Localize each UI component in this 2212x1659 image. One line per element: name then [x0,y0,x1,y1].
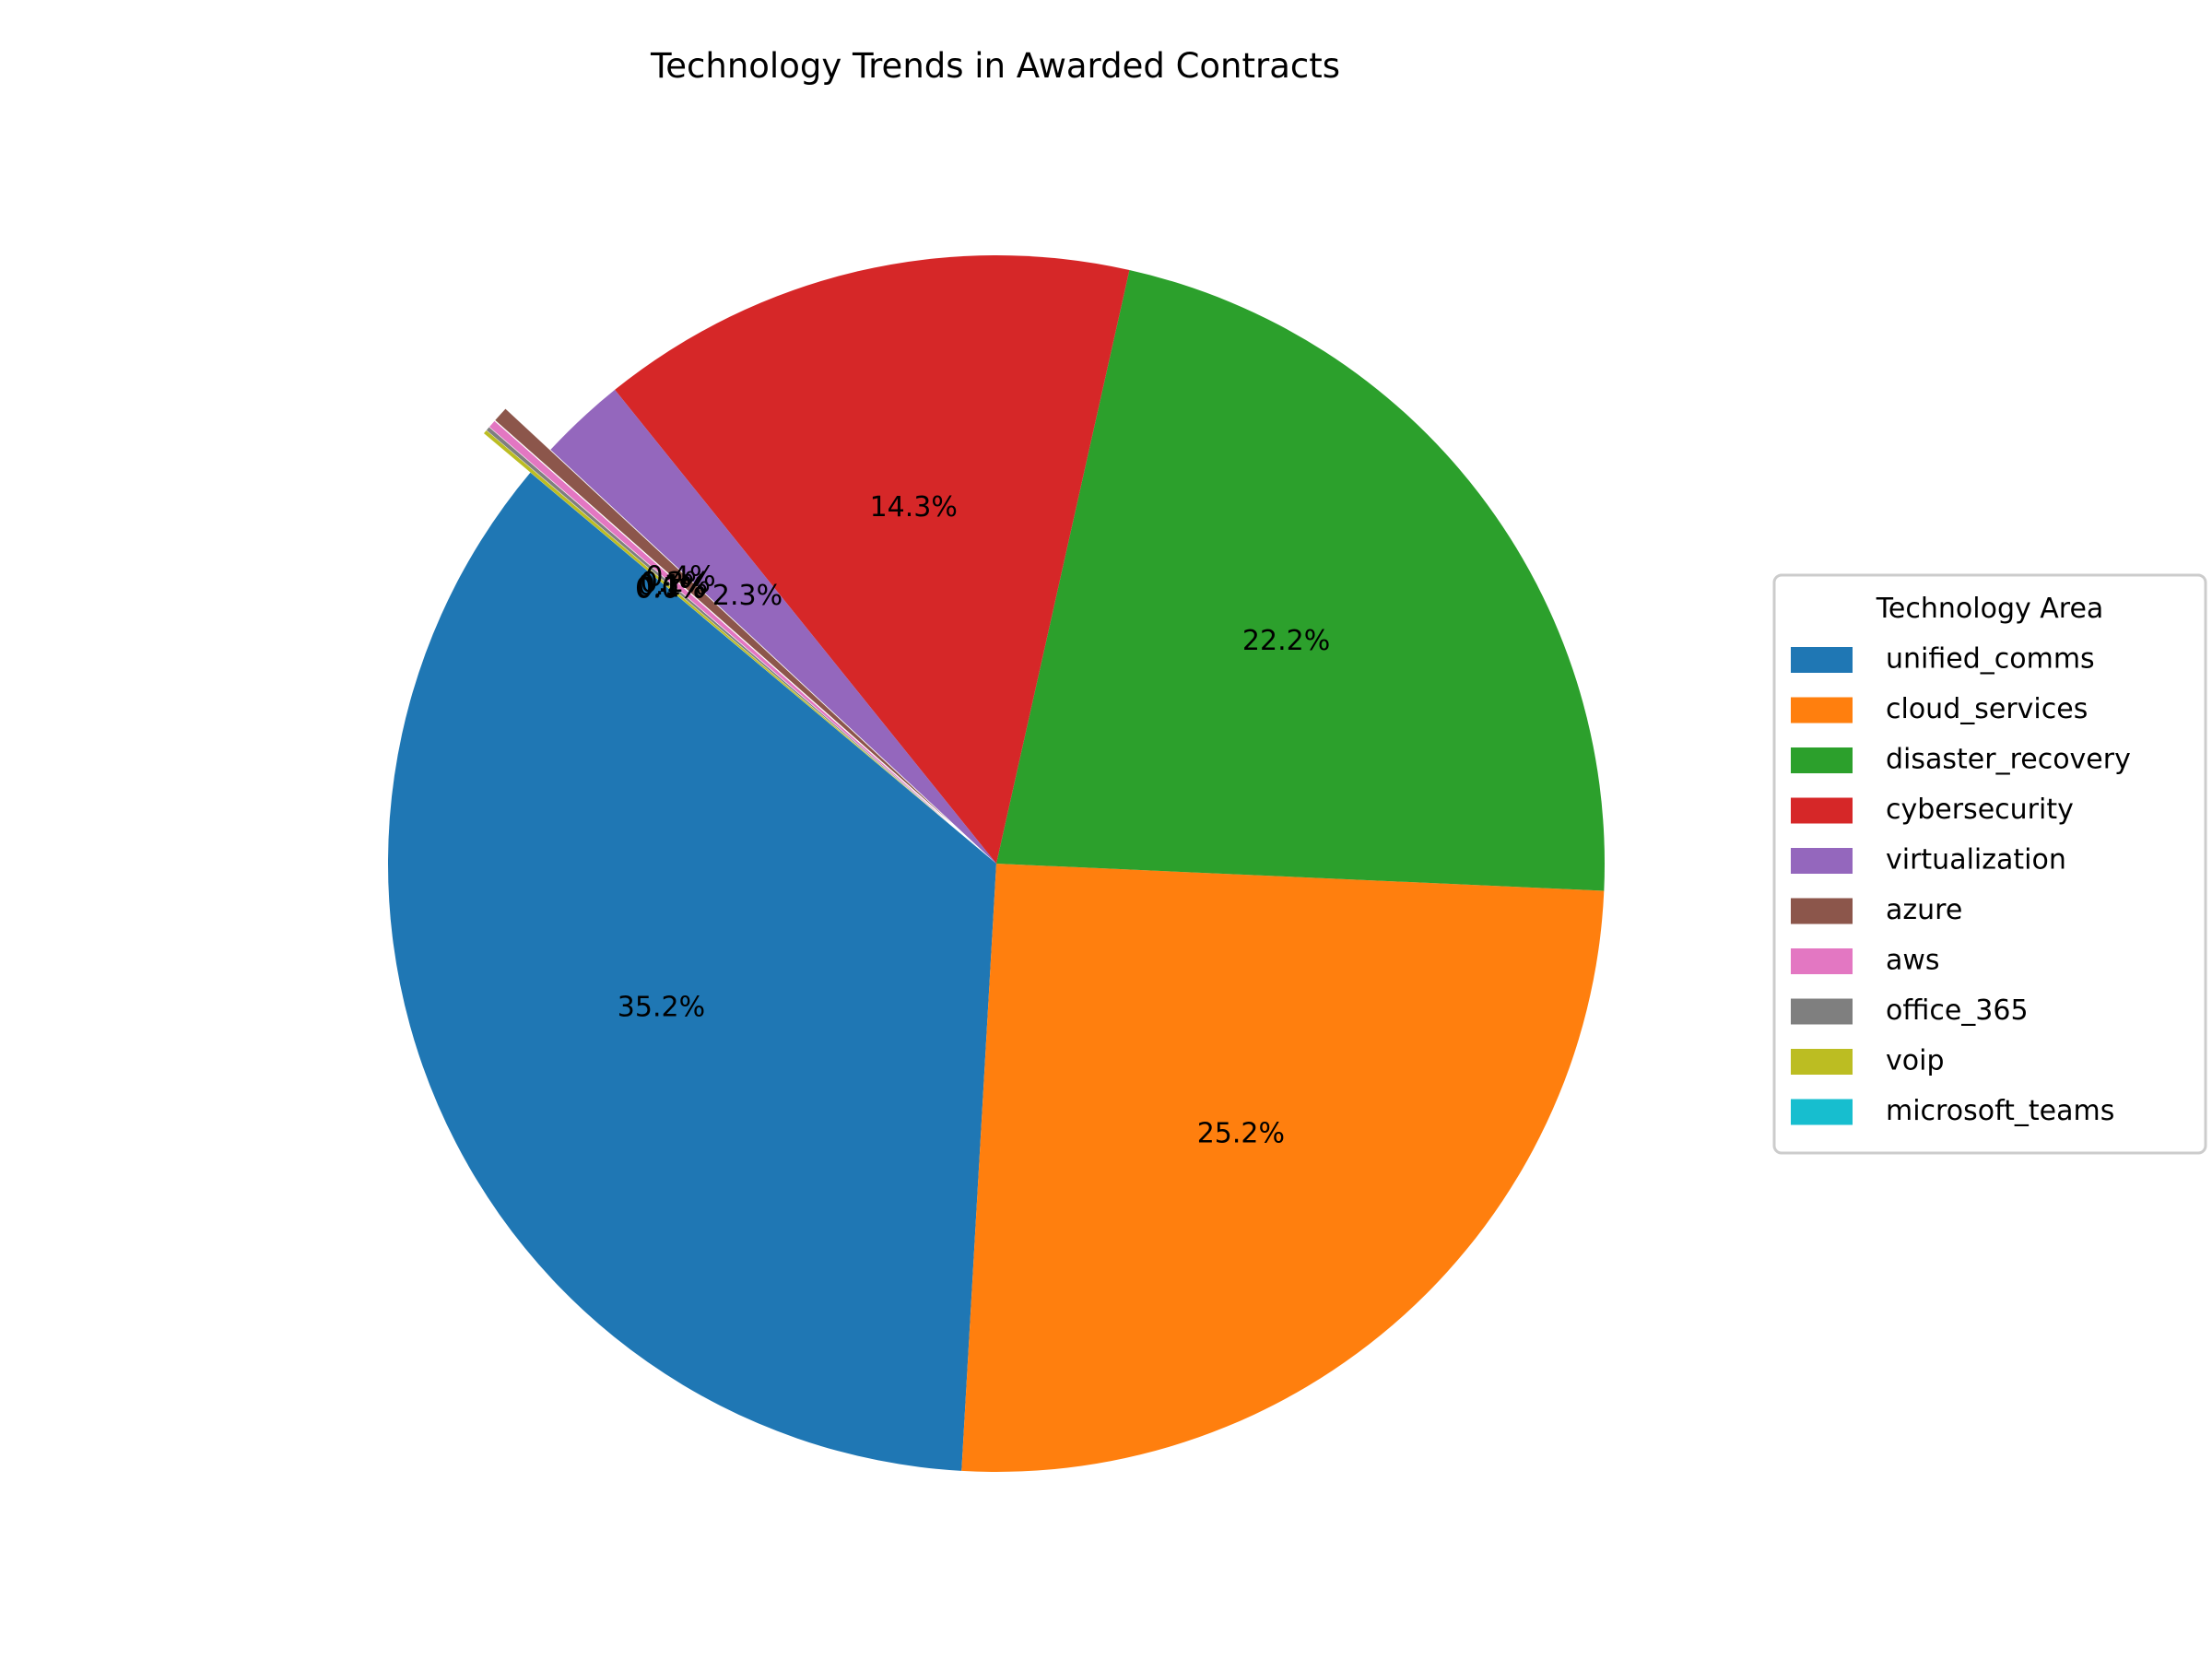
legend-swatch-voip [1791,1049,1853,1075]
legend-swatch-aws [1791,948,1853,974]
pie-slice-cybersecurity [615,255,1130,864]
legend-swatch-cloud-services [1791,697,1853,724]
pct-label-aws: 0.2% [641,567,711,599]
pie-slice-aws [489,420,951,824]
legend-label-cloud-services: cloud_services [1886,693,2088,725]
pct-label-cybersecurity: 14.3% [870,491,958,524]
pie-slice-disaster-recovery [996,269,1605,891]
legend-label-disaster-recovery: disaster_recovery [1886,744,2131,776]
legend-entry-cybersecurity: cybersecurity [1791,794,2074,826]
legend-swatch-office-365 [1791,998,1853,1025]
legend-entry-cloud-services: cloud_services [1791,693,2088,725]
legend-title: Technology Area [1876,593,2104,625]
legend-entry-aws: aws [1791,945,1940,977]
pie-slice-office-365 [486,427,950,825]
legend-swatch-disaster-recovery [1791,747,1853,773]
legend-entry-disaster-recovery: disaster_recovery [1791,744,2131,776]
legend-swatch-cybersecurity [1791,797,1853,824]
pct-label-disaster-recovery: 22.2% [1242,625,1330,657]
pie-slice-virtualization [550,389,996,864]
legend-entry-unified-comms: unified_comms [1791,643,2095,676]
legend-label-voip: voip [1886,1045,1945,1077]
legend: Technology Area unified_comms cloud_servi… [1772,573,2207,1155]
legend-swatch-unified-comms [1791,647,1853,673]
legend-frame [1772,573,2207,1155]
pct-label-office-365: 0.1% [638,570,708,602]
pct-label-azure: 0.4% [645,560,715,593]
pct-label-microsoft-teams: 0.0% [635,573,705,606]
pie-slice-cloud-services [961,864,1605,1473]
pie-slice-voip [483,430,950,825]
legend-label-aws: aws [1886,945,1940,977]
legend-swatch-microsoft-teams [1791,1099,1853,1125]
legend-label-azure: azure [1886,894,1962,926]
chart-title: Technology Trends in Awarded Contracts [650,46,1340,86]
legend-entry-azure: azure [1791,894,1962,926]
legend-swatch-azure [1791,898,1853,924]
legend-entry-microsoft-teams: microsoft_teams [1791,1095,2114,1127]
legend-label-office-365: office_365 [1886,994,2029,1027]
pct-label-cloud-services: 25.2% [1197,1117,1285,1149]
pct-label-unified-comms: 35.2% [618,992,705,1024]
legend-entry-virtualization: virtualization [1791,844,2066,877]
pie-slice-unified-comms [388,472,996,1471]
legend-label-unified-comms: unified_comms [1886,643,2095,676]
pie-slice-azure [495,408,952,823]
pie-slices [388,255,1605,1473]
legend-swatch-virtualization [1791,848,1853,874]
pie-percent-labels: 35.2%25.2%22.2%14.3%2.3%0.4%0.2%0.1%0.1%… [618,491,1330,1150]
legend-label-microsoft-teams: microsoft_teams [1886,1095,2114,1127]
pct-label-voip: 0.1% [636,571,706,604]
legend-label-virtualization: virtualization [1886,844,2066,877]
pct-label-virtualization: 2.3% [712,580,782,612]
legend-items: unified_comms cloud_services disaster_reco… [1791,643,2131,1127]
legend-entry-voip: voip [1791,1045,1945,1077]
legend-entry-office-365: office_365 [1791,994,2029,1027]
legend-label-cybersecurity: cybersecurity [1886,794,2074,826]
